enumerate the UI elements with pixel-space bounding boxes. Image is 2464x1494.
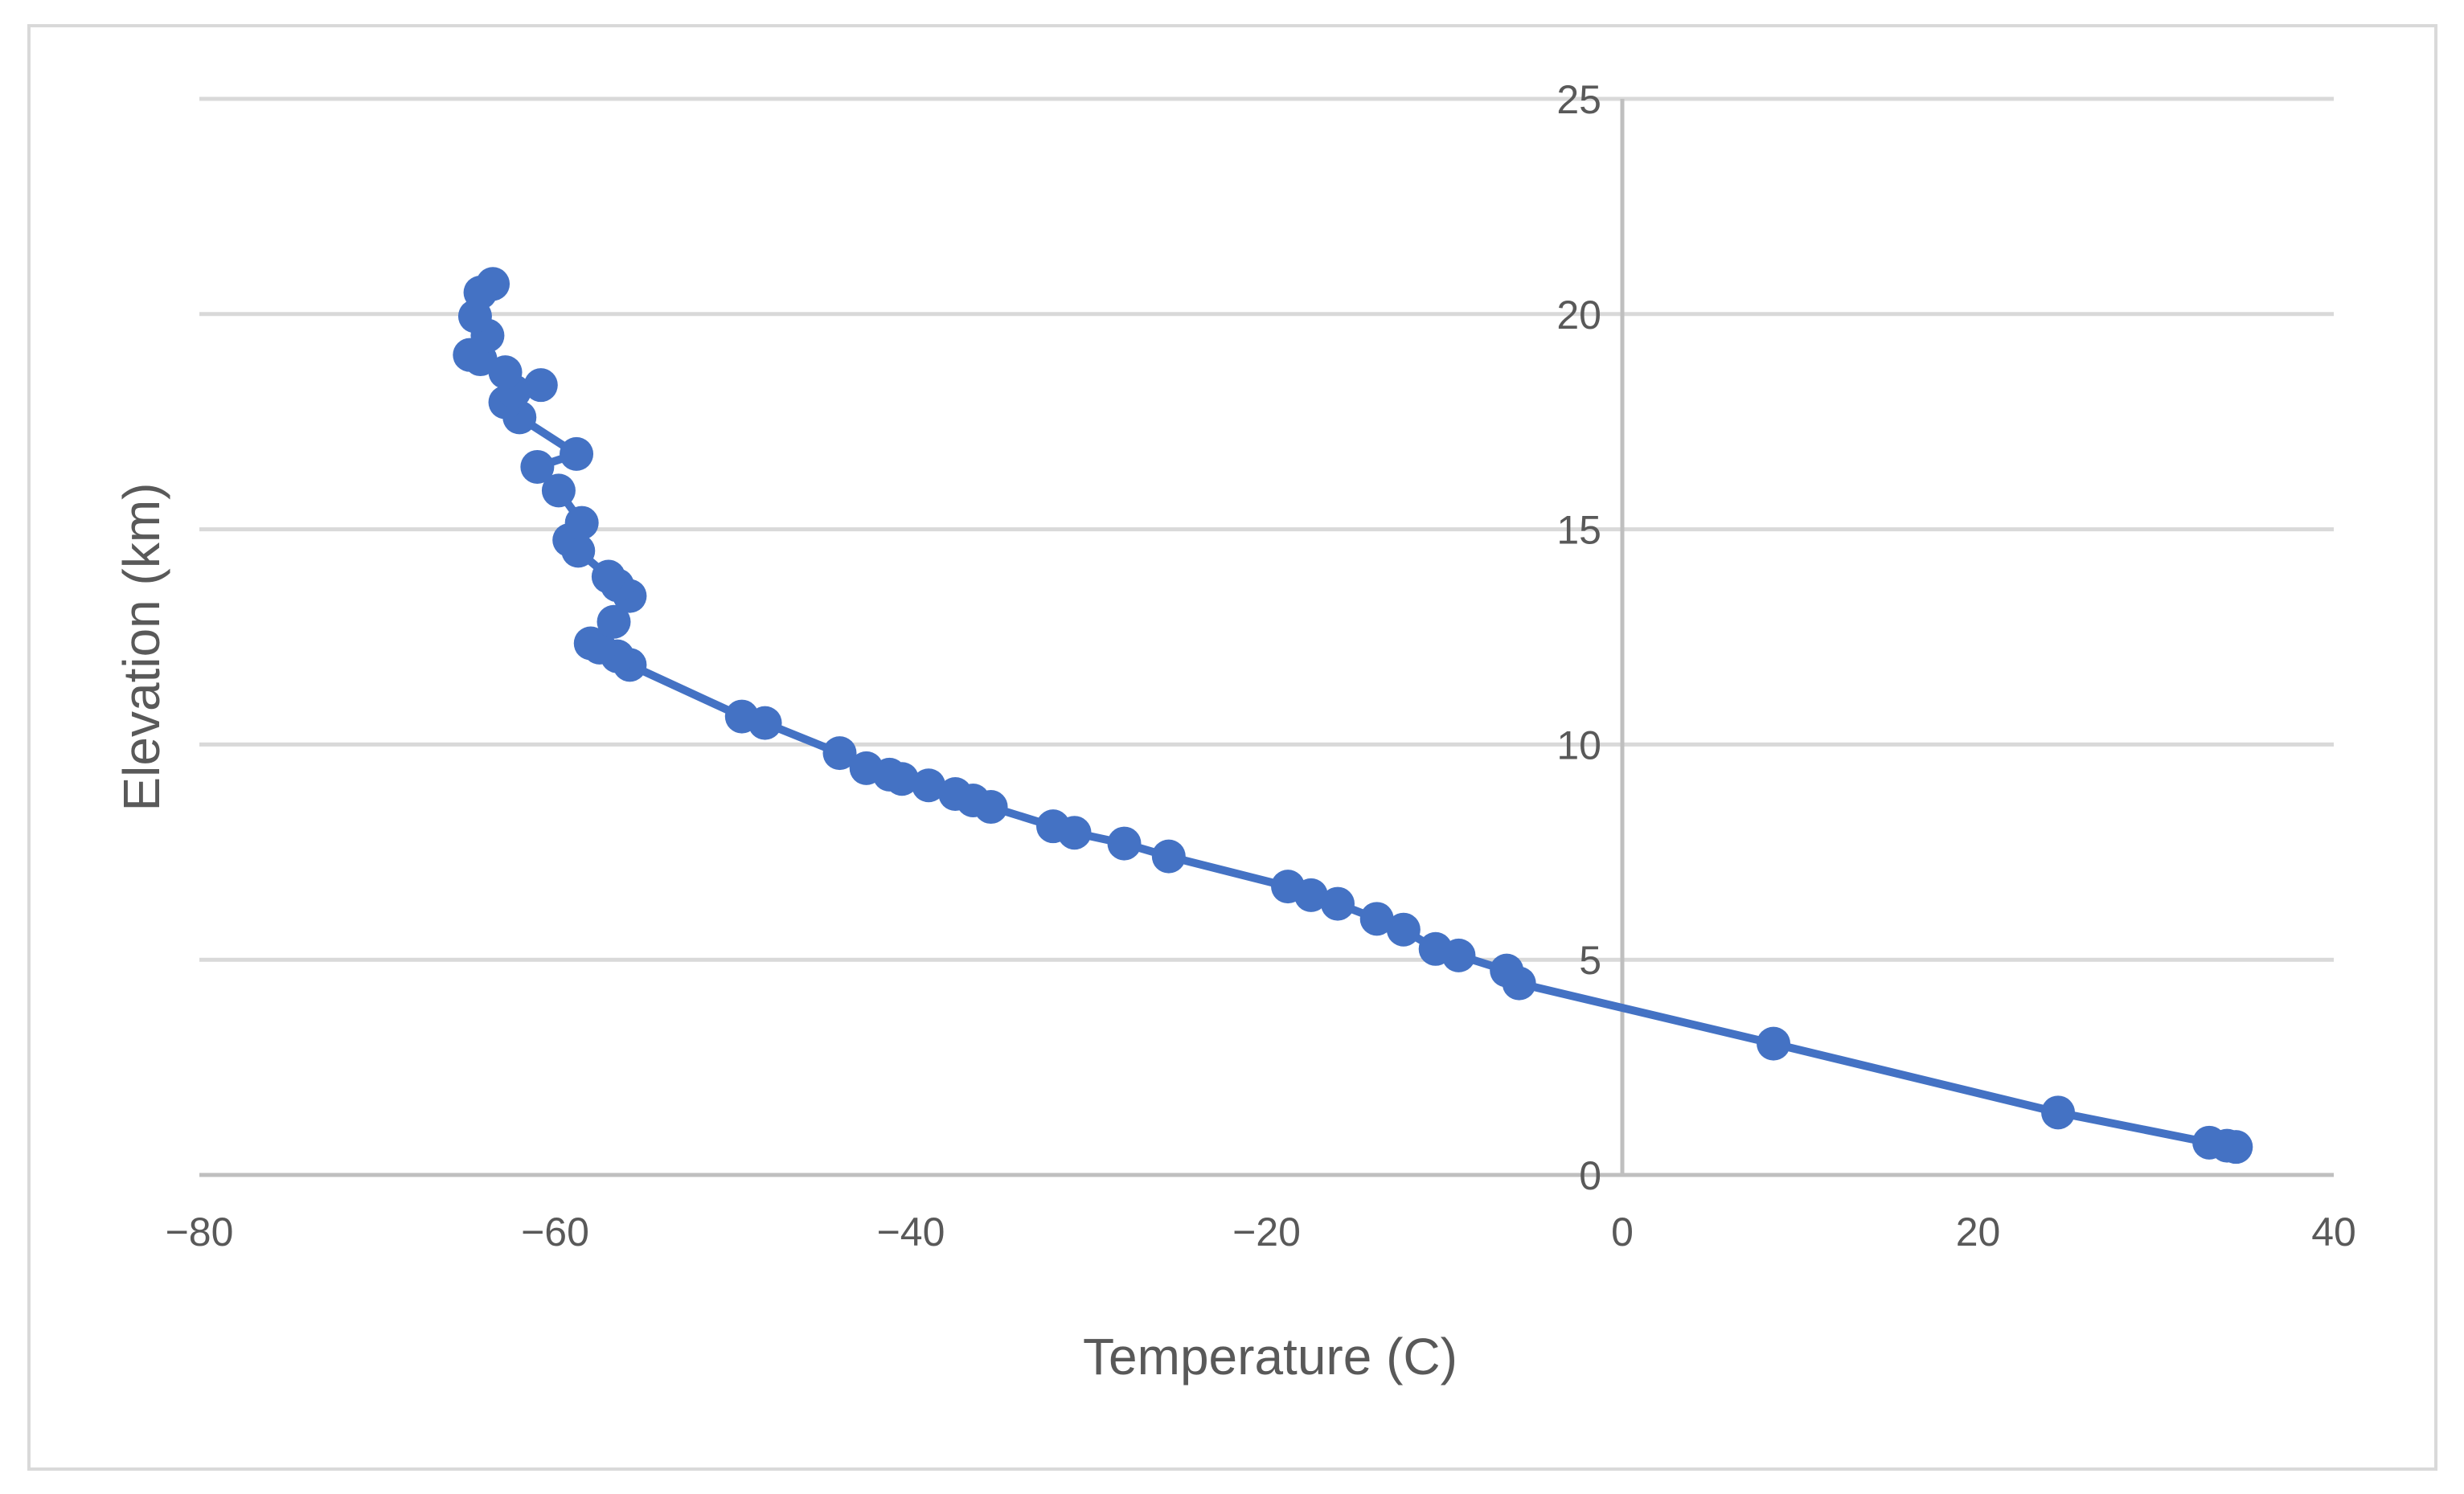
y-axis-title: Elevation (km) — [113, 483, 170, 812]
data-point-39 — [541, 473, 576, 508]
data-point-3 — [2041, 1095, 2076, 1130]
data-point-46 — [488, 355, 523, 390]
data-point-2 — [2192, 1125, 2227, 1160]
data-series — [453, 267, 2253, 1165]
chart-area — [27, 24, 2437, 1471]
data-point-25 — [822, 736, 857, 771]
data-point-21 — [912, 768, 946, 803]
y-tick-label-3: 15 — [1556, 508, 1601, 553]
data-point-27 — [724, 699, 759, 734]
data-point-35 — [591, 559, 625, 594]
data-point-20 — [938, 776, 973, 811]
x-tick-label-2: −40 — [877, 1210, 945, 1255]
data-point-6 — [1490, 953, 1524, 988]
data-point-8 — [1418, 931, 1453, 966]
data-point-13 — [1271, 870, 1306, 904]
x-tick-label-1: −60 — [521, 1210, 589, 1255]
y-tick-label-5: 25 — [1556, 77, 1601, 122]
x-tick-label-4: 0 — [1611, 1210, 1634, 1255]
data-point-41 — [560, 436, 594, 471]
data-point-31 — [573, 626, 608, 661]
y-tick-label-2: 10 — [1556, 722, 1601, 767]
series-0 — [453, 267, 2253, 1165]
x-tick-labels: −80 −60 −40 −20 0 20 40 — [166, 1210, 2356, 1255]
data-point-44 — [523, 368, 558, 403]
data-point-38 — [564, 506, 599, 540]
data-point-32 — [597, 604, 631, 639]
data-point-11 — [1321, 886, 1355, 921]
data-point-17 — [1036, 809, 1070, 844]
axes — [199, 99, 2334, 1177]
data-point-10 — [1359, 902, 1394, 936]
data-point-9 — [1386, 912, 1421, 947]
x-tick-label-5: 20 — [1956, 1210, 2001, 1255]
data-point-40 — [520, 449, 555, 484]
data-point-24 — [849, 751, 884, 785]
data-point-15 — [1107, 826, 1142, 861]
data-point-52 — [476, 267, 510, 301]
data-point-4 — [1757, 1026, 1791, 1061]
gridlines — [199, 96, 2334, 962]
y-tick-label-1: 5 — [1579, 938, 1601, 983]
x-axis-title: Temperature (C) — [1083, 1328, 1457, 1386]
y-tick-label-0: 0 — [1579, 1153, 1601, 1198]
data-point-14 — [1151, 839, 1186, 874]
y-tick-labels: 0 5 10 15 20 25 — [1556, 77, 1601, 1198]
x-tick-label-3: −20 — [1232, 1210, 1301, 1255]
y-tick-label-4: 20 — [1556, 293, 1601, 338]
x-tick-label-6: 40 — [2311, 1210, 2356, 1255]
x-tick-label-0: −80 — [166, 1210, 234, 1255]
